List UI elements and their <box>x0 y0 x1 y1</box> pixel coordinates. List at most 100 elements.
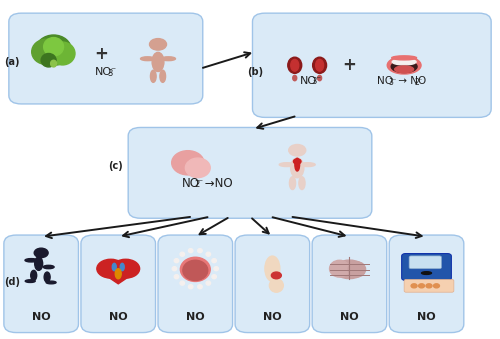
Circle shape <box>97 259 124 278</box>
Ellipse shape <box>214 267 218 271</box>
Circle shape <box>150 39 166 50</box>
Ellipse shape <box>36 35 72 65</box>
Ellipse shape <box>41 54 56 67</box>
FancyBboxPatch shape <box>4 235 78 333</box>
Ellipse shape <box>312 57 326 73</box>
Ellipse shape <box>116 269 121 279</box>
Circle shape <box>411 284 417 288</box>
Ellipse shape <box>30 271 36 280</box>
Ellipse shape <box>112 263 116 271</box>
FancyBboxPatch shape <box>404 279 454 292</box>
Ellipse shape <box>50 60 56 67</box>
Ellipse shape <box>198 248 202 253</box>
Ellipse shape <box>212 275 216 279</box>
Ellipse shape <box>334 260 365 279</box>
Ellipse shape <box>150 70 156 82</box>
Text: → NO: → NO <box>394 76 426 86</box>
Text: (a): (a) <box>4 57 20 67</box>
Circle shape <box>294 159 301 164</box>
Ellipse shape <box>348 262 366 277</box>
FancyBboxPatch shape <box>9 13 203 104</box>
Ellipse shape <box>392 56 416 60</box>
Text: NO: NO <box>300 76 317 86</box>
Ellipse shape <box>162 57 175 61</box>
Circle shape <box>418 284 424 288</box>
Text: ⁻: ⁻ <box>198 178 202 188</box>
Text: 3: 3 <box>388 78 393 87</box>
Ellipse shape <box>299 177 305 190</box>
Ellipse shape <box>176 154 189 161</box>
Ellipse shape <box>43 265 54 269</box>
Ellipse shape <box>206 252 210 256</box>
Text: 2: 2 <box>414 78 419 87</box>
Ellipse shape <box>270 279 283 292</box>
Circle shape <box>112 259 140 278</box>
Text: NO: NO <box>377 76 393 86</box>
Ellipse shape <box>180 257 210 281</box>
Text: 2: 2 <box>194 180 200 189</box>
Ellipse shape <box>291 59 298 71</box>
Ellipse shape <box>422 272 432 274</box>
Ellipse shape <box>120 263 124 271</box>
FancyBboxPatch shape <box>312 235 386 333</box>
Text: (d): (d) <box>4 277 20 287</box>
Text: NO: NO <box>263 313 281 322</box>
Text: ⁻: ⁻ <box>315 75 320 85</box>
Ellipse shape <box>172 267 176 271</box>
Ellipse shape <box>140 57 154 61</box>
Circle shape <box>434 284 440 288</box>
Ellipse shape <box>316 59 324 71</box>
Ellipse shape <box>330 260 349 277</box>
Ellipse shape <box>25 259 38 262</box>
Ellipse shape <box>160 70 166 82</box>
Circle shape <box>288 144 306 156</box>
Circle shape <box>272 272 281 279</box>
Text: →NO: →NO <box>201 177 232 190</box>
Circle shape <box>426 284 432 288</box>
FancyBboxPatch shape <box>128 127 372 218</box>
Ellipse shape <box>174 259 178 263</box>
Ellipse shape <box>180 252 184 256</box>
Text: ⁻: ⁻ <box>111 67 116 77</box>
Ellipse shape <box>206 281 210 285</box>
Ellipse shape <box>318 75 322 81</box>
Ellipse shape <box>394 66 413 73</box>
Ellipse shape <box>50 42 75 65</box>
Ellipse shape <box>34 257 42 271</box>
Ellipse shape <box>387 57 421 74</box>
Ellipse shape <box>174 275 178 279</box>
Circle shape <box>34 248 48 258</box>
Ellipse shape <box>32 39 60 64</box>
FancyBboxPatch shape <box>81 235 156 333</box>
Polygon shape <box>98 271 138 284</box>
FancyBboxPatch shape <box>389 235 464 333</box>
Text: NO: NO <box>186 313 204 322</box>
Ellipse shape <box>152 52 164 72</box>
FancyBboxPatch shape <box>158 235 232 333</box>
FancyBboxPatch shape <box>402 254 452 280</box>
Text: 3: 3 <box>108 68 112 78</box>
FancyBboxPatch shape <box>409 256 442 269</box>
Text: 3: 3 <box>312 77 317 86</box>
Ellipse shape <box>188 285 193 289</box>
Ellipse shape <box>280 163 294 166</box>
Ellipse shape <box>300 163 315 166</box>
Ellipse shape <box>391 61 417 73</box>
Ellipse shape <box>188 248 193 253</box>
Ellipse shape <box>46 281 56 284</box>
Text: NO: NO <box>32 313 50 322</box>
Text: +: + <box>342 56 356 74</box>
Ellipse shape <box>290 158 304 178</box>
Ellipse shape <box>212 259 216 263</box>
Ellipse shape <box>183 260 208 280</box>
Text: NO: NO <box>340 313 359 322</box>
Ellipse shape <box>293 75 296 81</box>
Text: (b): (b) <box>248 67 264 77</box>
Text: ⁻: ⁻ <box>391 77 396 85</box>
Ellipse shape <box>44 272 50 282</box>
Ellipse shape <box>295 158 300 171</box>
Ellipse shape <box>198 285 202 289</box>
Ellipse shape <box>392 59 416 65</box>
Text: (c): (c) <box>108 161 123 171</box>
Text: NO: NO <box>182 177 200 190</box>
